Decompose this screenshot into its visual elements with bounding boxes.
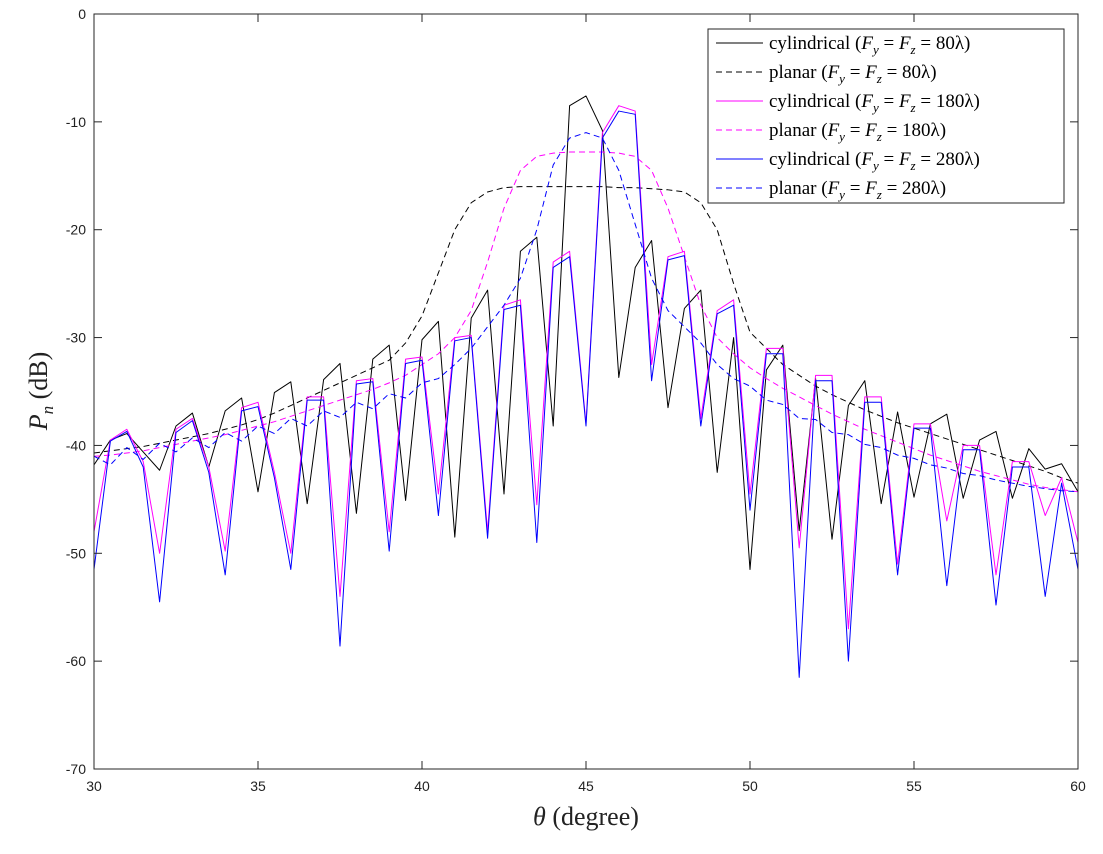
legend-label-2: planar (Fy = Fz = 80λ) (769, 62, 937, 86)
y-tick-label-0: 0 (78, 6, 86, 22)
y-tick-label-4: -40 (66, 437, 86, 453)
legend-entry-3: cylindrical (Fy = Fz = 180λ) (716, 91, 980, 115)
y-tick-label-1: -10 (66, 114, 86, 130)
x-tick-label-6: 60 (1070, 778, 1086, 794)
y-tick-label-5: -50 (66, 545, 86, 561)
y-tick-label-7: -70 (66, 761, 86, 777)
legend-label-6: planar (Fy = Fz = 280λ) (769, 178, 946, 202)
y-axis-label: Pn (dB) (24, 352, 57, 432)
x-axis-symbol: θ (533, 802, 546, 831)
series-line-4 (93, 151, 1079, 493)
legend-entry-4: planar (Fy = Fz = 180λ) (716, 120, 946, 144)
legend-label-1: cylindrical (Fy = Fz = 80λ) (769, 33, 970, 57)
series-line-6 (93, 132, 1079, 493)
y-axis-symbol: P (24, 414, 53, 431)
legend-entry-1: cylindrical (Fy = Fz = 80λ) (716, 33, 970, 57)
x-tick-label-0: 30 (86, 778, 102, 794)
y-axis-subscript: n (38, 406, 57, 415)
x-tick-label-3: 45 (578, 778, 594, 794)
y-tick-label-6: -60 (66, 653, 86, 669)
x-tick-label-5: 55 (906, 778, 922, 794)
x-tick-label-1: 35 (250, 778, 266, 794)
ticks-layer: 30 35 40 45 50 55 60 0 -10 -20 -30 -40 -50 -60 -70 (66, 6, 1086, 794)
legend-label-3: cylindrical (Fy = Fz = 180λ) (769, 91, 980, 115)
x-tick-label-2: 40 (414, 778, 430, 794)
legend-label-4: planar (Fy = Fz = 180λ) (769, 120, 946, 144)
legend-entry-5: cylindrical (Fy = Fz = 280λ) (716, 149, 980, 173)
legend-box (707, 28, 1065, 204)
legend-label-5: cylindrical (Fy = Fz = 280λ) (769, 149, 980, 173)
legend-items: cylindrical (Fy = Fz = 80λ) planar (Fy = … (716, 33, 980, 202)
series-layer (93, 95, 1079, 678)
y-tick-label-3: -30 (66, 330, 86, 346)
x-axis-label: θ (degree) (533, 802, 639, 831)
legend-entry-6: planar (Fy = Fz = 280λ) (716, 178, 946, 202)
x-axis-unit: (degree) (546, 802, 639, 831)
y-axis-unit: (dB) (24, 352, 53, 406)
series-line-1 (93, 95, 1079, 570)
x-tick-label-4: 50 (742, 778, 758, 794)
y-tick-label-2: -20 (66, 222, 86, 238)
legend-entry-2: planar (Fy = Fz = 80λ) (716, 62, 937, 86)
series-line-5 (93, 110, 1079, 678)
legend: cylindrical (Fy = Fz = 80λ) planar (Fy = … (707, 28, 1065, 204)
